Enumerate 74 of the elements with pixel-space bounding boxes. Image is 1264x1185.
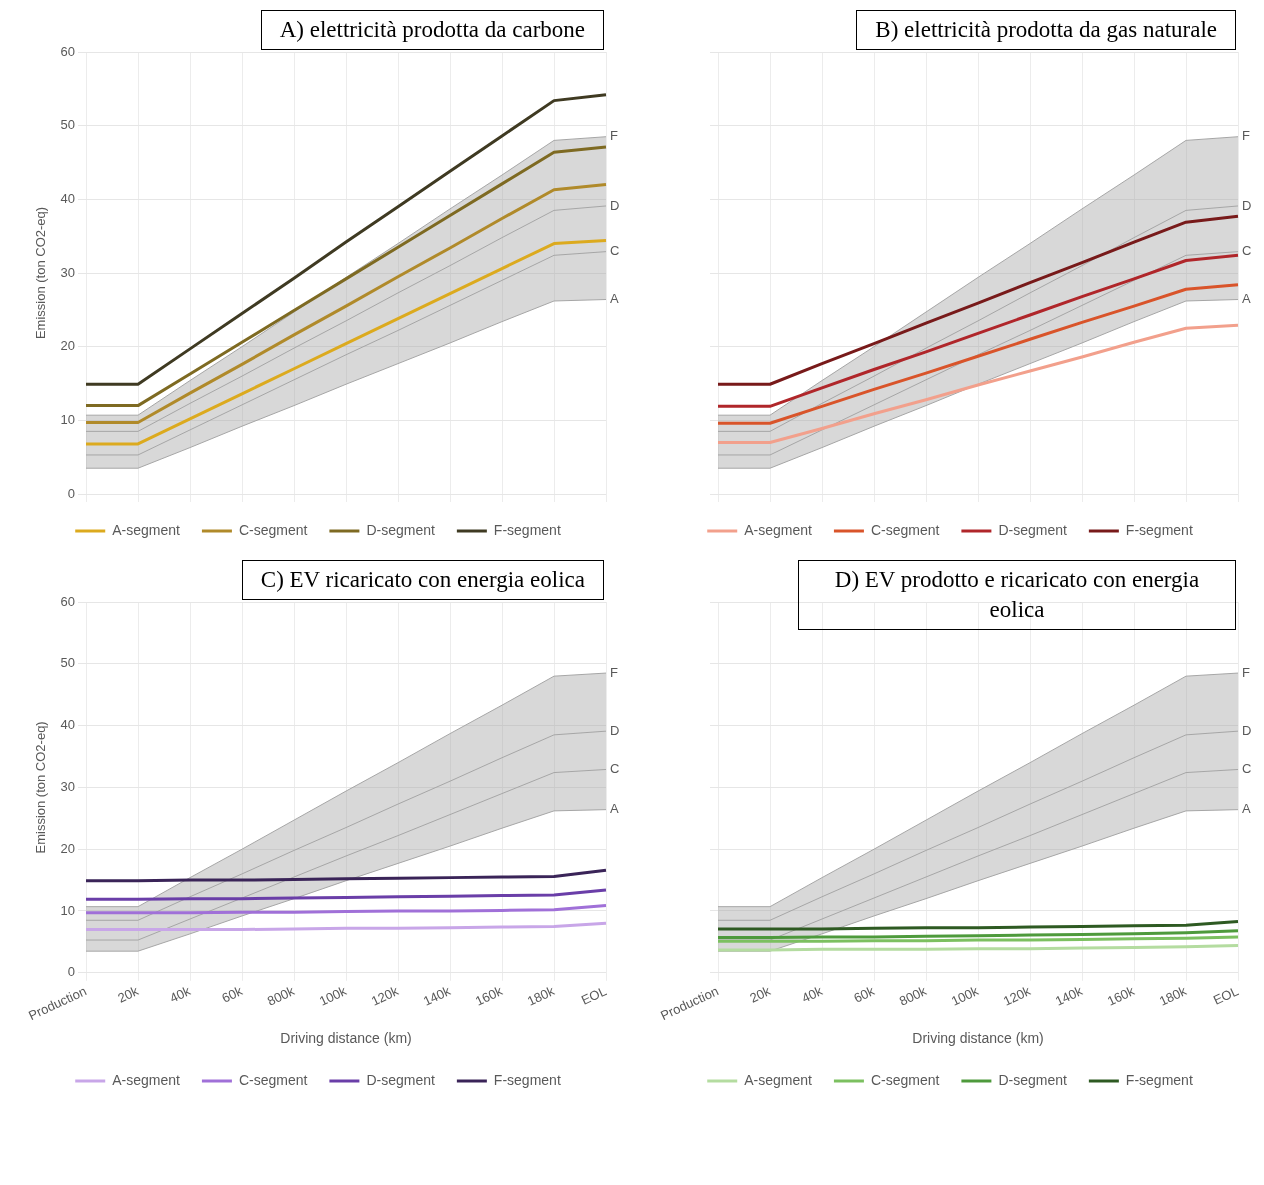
y-tick-label: 0 [67,485,75,501]
y-tick-label: 60 [60,593,75,609]
legend-label: F-segment [1125,521,1193,538]
x-tick-label: 20k [115,983,142,1006]
y-tick-label: 10 [60,902,75,918]
legend-label: C-segment [870,521,940,538]
x-tick-label: 140k [420,983,454,1009]
x-tick-label: 40k [799,983,826,1006]
y-tick-label: 0 [67,964,75,980]
y-tick-label: 40 [60,190,75,206]
annotation: F [610,664,618,680]
legend-label: A-segment [744,521,813,538]
annotation: A [1242,291,1251,307]
x-tick-label: 60k [219,983,246,1006]
annotation: C [610,243,620,259]
x-tick-label: 160k [1104,983,1138,1009]
x-tick-label: 120k [1000,983,1034,1009]
y-tick-label: 10 [60,411,75,427]
chart-title: D) EV prodotto e ricaricato con energia eolica [798,560,1236,630]
annotation: D [610,722,620,738]
legend-label: A-segment [744,1071,813,1088]
y-axis-title: Emission (ton CO2-eq) [33,206,49,340]
annotation: D [1242,197,1252,213]
y-tick-label: 20 [60,840,75,856]
annotation: F [610,128,618,144]
legend-label: C-segment [870,1071,940,1088]
y-tick-label: 20 [60,338,75,354]
legend-label: C-segment [238,1071,308,1088]
x-tick-label: 800k [896,983,930,1009]
x-tick-label: EOL [1210,983,1241,1008]
x-tick-label: 120k [368,983,402,1009]
y-tick-label: 30 [60,778,75,794]
x-tick-label: 180k [524,983,558,1009]
x-tick-label: 100k [948,983,982,1009]
annotation: F [1242,128,1250,144]
y-tick-label: 40 [60,717,75,733]
annotation: C [1242,243,1252,259]
chart-title: A) elettricità prodotta da carbone [260,10,604,50]
y-tick-label: 60 [60,43,75,59]
chart-title: C) EV ricaricato con energia eolica [241,560,604,600]
legend-label: D-segment [366,1071,435,1088]
x-tick-label: 100k [316,983,350,1009]
legend-label: D-segment [998,521,1067,538]
legend-label: F-segment [1125,1071,1193,1088]
legend-label: A-segment [112,1071,181,1088]
x-tick-label: 40k [167,983,194,1006]
chart-title: B) elettricità prodotta da gas naturale [856,10,1236,50]
legend-label: F-segment [493,521,561,538]
annotation: D [1242,722,1252,738]
y-tick-label: 30 [60,264,75,280]
x-tick-label: 140k [1052,983,1086,1009]
annotation: D [610,197,620,213]
legend-label: D-segment [366,521,435,538]
x-tick-label: 180k [1156,983,1190,1009]
legend-label: D-segment [998,1071,1067,1088]
annotation: A [1242,801,1251,817]
legend-label: C-segment [238,521,308,538]
y-axis-title: Emission (ton CO2-eq) [33,721,49,854]
annotation: C [1242,761,1252,777]
x-tick-label: 20k [747,983,774,1006]
x-tick-label: 160k [472,983,506,1009]
x-axis-title: Driving distance (km) [912,1030,1044,1047]
x-axis-title: Driving distance (km) [280,1030,412,1047]
legend-label: F-segment [493,1071,561,1088]
y-tick-label: 50 [60,117,75,133]
annotation: C [610,761,620,777]
annotation: A [610,801,619,817]
y-tick-label: 50 [60,655,75,671]
annotation: A [610,291,619,307]
legend-label: A-segment [112,521,181,538]
x-tick-label: 60k [851,983,878,1006]
annotation: F [1242,664,1250,680]
x-tick-label: 800k [264,983,298,1009]
x-tick-label: EOL [578,983,609,1008]
